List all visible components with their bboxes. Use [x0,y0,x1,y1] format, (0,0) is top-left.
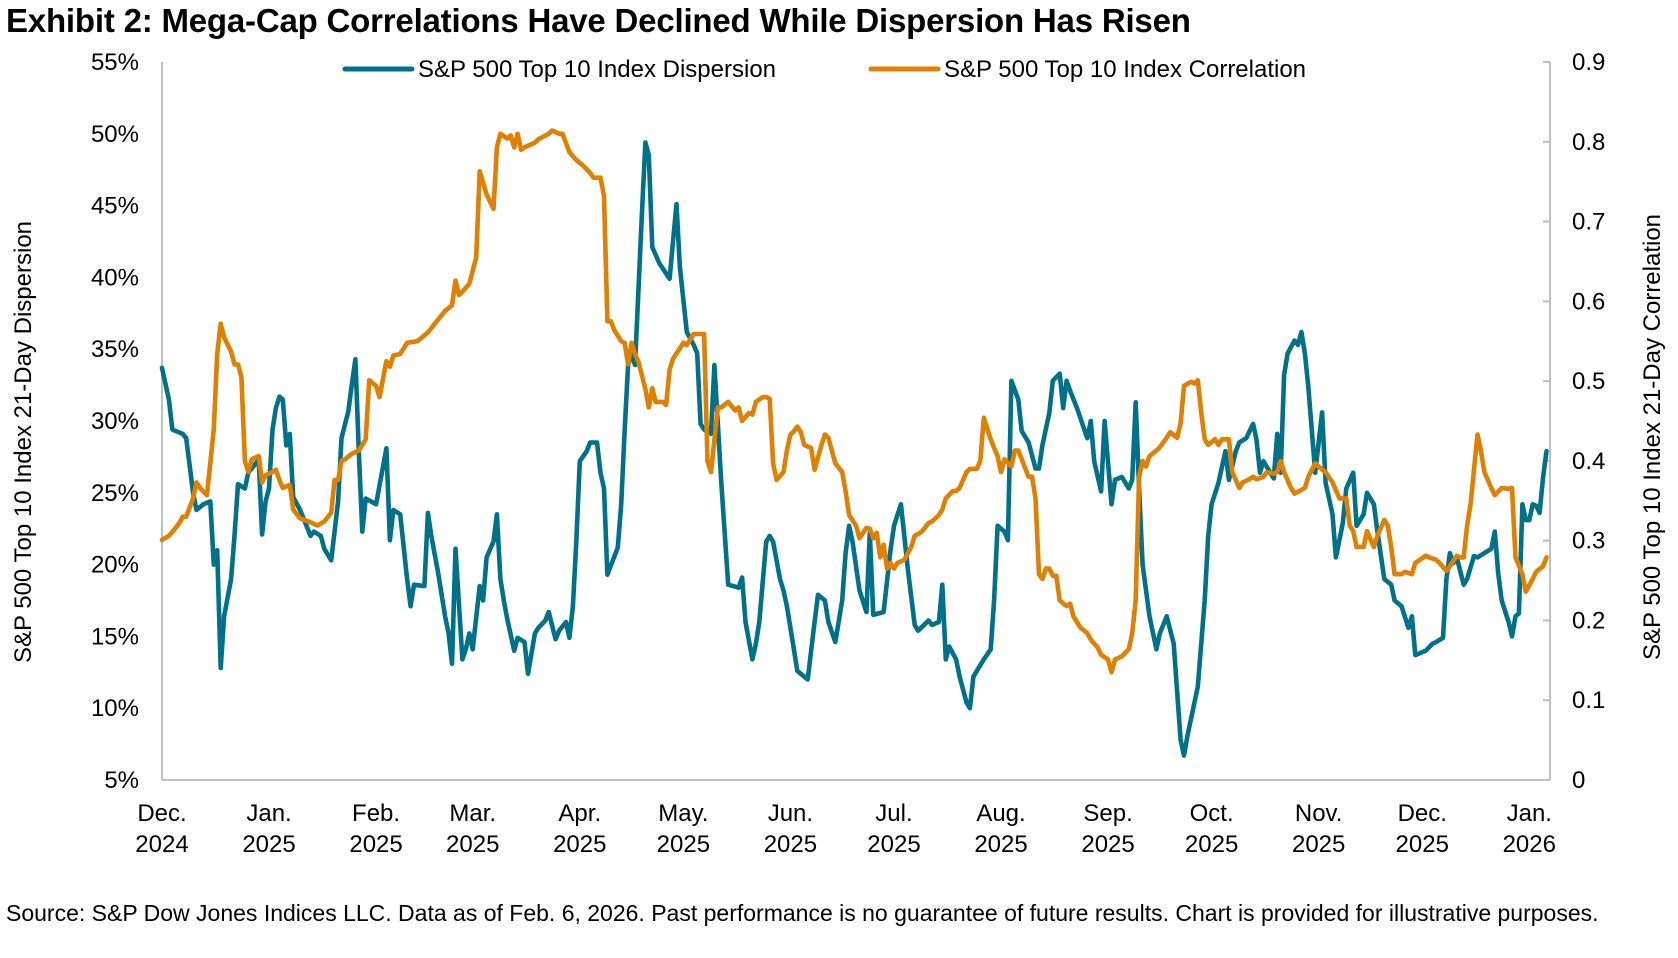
y-tick-label-right: 0.8 [1572,129,1605,156]
x-tick-label-year: 2025 [1185,831,1238,858]
y-tick-label-right: 0.2 [1572,607,1605,634]
legend-label-dispersion: S&P 500 Top 10 Index Dispersion [418,56,776,83]
x-tick-label-month: Apr. [558,800,601,827]
y-tick-label-left: 5% [104,767,139,794]
y-tick-label-right: 0.9 [1572,49,1605,76]
x-tick-label-month: Mar. [449,800,496,827]
x-tick-label-month: Jul. [875,800,912,827]
x-tick-label-year: 2025 [657,831,710,858]
x-tick-label-month: Dec. [1398,800,1447,827]
y-tick-label-right: 0.4 [1572,448,1605,475]
tick-labels: 5% 10% 15% 20% 25% 30% 35% 40% 45% 50% 55% 0 0.1 0.2 0… [91,49,1605,858]
y-tick-label-left: 55% [91,49,139,76]
y-tick-label-left: 45% [91,193,139,220]
y-tick-label-right: 0.6 [1572,288,1605,315]
x-tick-label-year: 2025 [1396,831,1449,858]
x-tick-label-year: 2026 [1503,831,1556,858]
x-tick-label-year: 2025 [974,831,1027,858]
y-tick-label-left: 35% [91,336,139,363]
x-tick-label-year: 2024 [135,831,188,858]
y-tick-label-left: 40% [91,264,139,291]
x-tick-label-month: May. [658,800,708,827]
y-tick-label-right: 0.1 [1572,687,1605,714]
x-tick-label-year: 2025 [349,831,402,858]
axes [161,61,1551,781]
y-tick-label-right: 0.3 [1572,528,1605,555]
x-tick-label-month: Oct. [1190,800,1234,827]
x-tick-label-year: 2025 [867,831,920,858]
chart-title: Exhibit 2: Mega-Cap Correlations Have De… [6,2,1191,39]
x-tick-label-year: 2025 [1081,831,1134,858]
x-tick-label-month: Aug. [976,800,1025,827]
x-tick-label-month: Dec. [137,800,186,827]
y-tick-label-right: 0.7 [1572,209,1605,236]
y-tick-label-right: 0.5 [1572,368,1605,395]
x-tick-label-month: Jan. [246,800,291,827]
x-tick-label-month: Sep. [1083,800,1132,827]
x-tick-label-year: 2025 [553,831,606,858]
x-tick-label-month: Jun. [768,800,813,827]
series-lines [159,128,1549,758]
correlation-series-line [159,128,1549,675]
y-tick-label-left: 10% [91,695,139,722]
y-axis-right-label: S&P 500 Top 10 Index 21-Day Correlation [1639,214,1666,660]
x-tick-label-month: Nov. [1295,800,1343,827]
x-tick-label-year: 2025 [446,831,499,858]
y-tick-label-left: 15% [91,623,139,650]
source-footnote: Source: S&P Dow Jones Indices LLC. Data … [6,900,1599,926]
legend: S&P 500 Top 10 Index Dispersion S&P 500 T… [342,56,1306,83]
legend-label-correlation: S&P 500 Top 10 Index Correlation [944,56,1306,83]
y-axis-left-label: S&P 500 Top 10 Index 21-Day Dispersion [10,221,37,663]
y-tick-label-left: 20% [91,552,139,579]
x-tick-label-year: 2025 [242,831,295,858]
y-tick-label-left: 30% [91,408,139,435]
x-tick-label-year: 2025 [764,831,817,858]
dispersion-series-line [159,140,1549,758]
x-tick-label-year: 2025 [1292,831,1345,858]
y-tick-label-right: 0 [1572,767,1585,794]
x-tick-label-month: Feb. [352,800,400,827]
y-tick-label-left: 25% [91,480,139,507]
y-tick-label-left: 50% [91,121,139,148]
x-tick-label-month: Jan. [1507,800,1552,827]
